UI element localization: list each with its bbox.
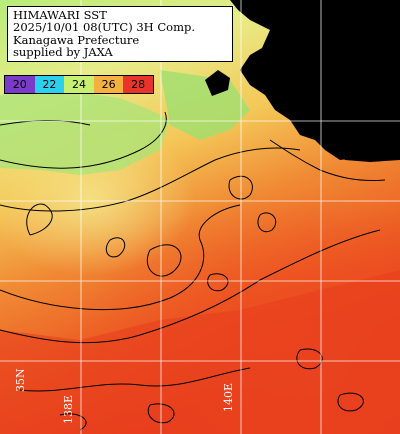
- lon-label-138e: 138E: [62, 394, 75, 424]
- lon-label-140e: 140E: [222, 382, 235, 412]
- cool-coastal-band: [0, 90, 170, 175]
- colorbar-segment-26: 26: [93, 76, 124, 93]
- land-right-block: [265, 58, 318, 98]
- title-line-4: supplied by JAXA: [13, 45, 113, 60]
- title-line-1: HIMAWARI SST: [13, 8, 107, 22]
- colorbar-segment-28: 28: [123, 76, 153, 93]
- title-line-2: 2025/10/01 08(UTC) 3H Comp.: [13, 20, 196, 35]
- land-boso-peninsula: [330, 118, 400, 162]
- warm-south: [0, 270, 400, 434]
- colorbar-segment-22: 22: [34, 76, 65, 93]
- colorbar-segment-24: 24: [64, 76, 94, 93]
- sst-contours: [0, 111, 386, 431]
- title-line-3: Kanagawa Prefecture: [13, 32, 140, 47]
- title-box: HIMAWARI SST 2025/10/01 08(UTC) 3H Comp.…: [7, 6, 233, 62]
- colorbar-legend: 20 22 24 26 28: [4, 75, 154, 94]
- lat-label-35n: 35N: [14, 368, 27, 392]
- colorbar-segment-20: 20: [5, 76, 35, 93]
- land-izu-peninsula: [205, 70, 230, 96]
